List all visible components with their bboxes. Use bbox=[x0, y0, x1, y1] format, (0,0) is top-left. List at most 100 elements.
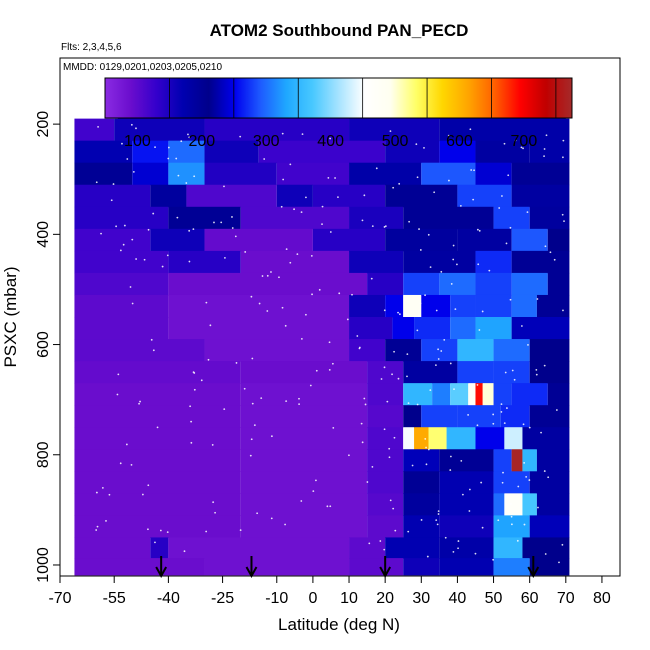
sample-dot bbox=[425, 446, 427, 449]
sample-dot bbox=[501, 481, 504, 484]
sample-dot bbox=[443, 338, 446, 341]
sample-dot bbox=[180, 140, 183, 143]
sample-dot bbox=[207, 358, 210, 361]
sample-dot bbox=[383, 366, 386, 369]
colorbar-tick-label: 700 bbox=[511, 133, 538, 150]
heatmap-cell bbox=[421, 294, 451, 318]
heatmap-cell bbox=[204, 228, 313, 252]
sample-dot bbox=[513, 378, 516, 381]
sample-dot bbox=[433, 191, 436, 194]
heatmap-cell bbox=[522, 427, 570, 450]
sample-dot bbox=[492, 558, 494, 561]
heatmap-cell bbox=[258, 140, 386, 164]
heatmap-cell bbox=[529, 471, 570, 494]
sample-dot bbox=[500, 403, 503, 406]
sample-dot bbox=[371, 225, 374, 228]
y-tick-label: 200 bbox=[35, 111, 52, 138]
heatmap-cell bbox=[74, 250, 169, 274]
sample-dot bbox=[135, 258, 137, 260]
sample-dot bbox=[130, 123, 133, 126]
heatmap-cell bbox=[74, 361, 241, 384]
heatmap-cell bbox=[168, 294, 350, 318]
sample-dot bbox=[298, 397, 300, 400]
sample-dot bbox=[321, 205, 324, 208]
sample-dot bbox=[397, 311, 399, 314]
sample-dot bbox=[327, 176, 330, 179]
sample-dot bbox=[250, 295, 253, 298]
sample-dot bbox=[188, 260, 191, 263]
heatmap-cell bbox=[168, 317, 350, 340]
sample-dot bbox=[177, 174, 180, 177]
sample-dot bbox=[536, 298, 539, 300]
sample-dot bbox=[383, 309, 386, 312]
heatmap-cell bbox=[511, 272, 548, 296]
flight-arrow-head bbox=[245, 566, 258, 579]
sample-dot bbox=[452, 244, 455, 247]
heatmap-cell bbox=[457, 184, 512, 208]
heatmap-cell bbox=[349, 118, 440, 142]
sample-dot bbox=[449, 469, 452, 471]
sample-dot bbox=[503, 422, 506, 425]
sample-dot bbox=[435, 309, 438, 312]
heatmap-cell bbox=[74, 339, 205, 362]
heatmap-cell bbox=[168, 537, 350, 559]
sample-dot bbox=[261, 275, 264, 277]
sample-dot bbox=[289, 163, 292, 166]
flight-arrow-head bbox=[527, 566, 540, 579]
heatmap-cell bbox=[475, 272, 512, 296]
sample-dot bbox=[249, 454, 252, 457]
sample-dot bbox=[457, 547, 459, 550]
heatmap-cell bbox=[450, 294, 476, 318]
heatmap-cell bbox=[439, 272, 476, 296]
sample-dot bbox=[563, 220, 565, 223]
sample-dot bbox=[440, 350, 443, 352]
sample-dot bbox=[543, 470, 546, 472]
sample-dot bbox=[138, 402, 140, 405]
sample-dot bbox=[393, 350, 395, 353]
sample-dot bbox=[348, 454, 350, 457]
sample-dot bbox=[468, 510, 471, 512]
sample-dot bbox=[310, 254, 313, 257]
sample-dot bbox=[522, 147, 524, 150]
heatmap-cell bbox=[349, 294, 386, 318]
sample-dot bbox=[358, 346, 361, 349]
heatmap-cell bbox=[240, 206, 350, 230]
heatmap-cell bbox=[450, 383, 469, 406]
sample-dot bbox=[110, 199, 113, 202]
sample-dot bbox=[223, 185, 225, 188]
heatmap-cell bbox=[511, 250, 570, 274]
heatmap-cell bbox=[536, 493, 570, 516]
sample-dot bbox=[234, 235, 237, 238]
heatmap-cell bbox=[74, 558, 205, 576]
sample-dot bbox=[116, 393, 119, 396]
sample-dot bbox=[112, 183, 115, 185]
sample-dot bbox=[161, 265, 164, 268]
plot-frame bbox=[59, 57, 621, 577]
sample-dot bbox=[190, 441, 193, 444]
sample-dot bbox=[244, 251, 247, 253]
sample-dot bbox=[470, 169, 473, 171]
heatmap-cell bbox=[367, 383, 404, 406]
sample-dot bbox=[437, 348, 440, 351]
sample-dot bbox=[520, 146, 523, 149]
heatmap-cell bbox=[493, 537, 523, 559]
sample-dot bbox=[477, 263, 480, 266]
heatmap-cell bbox=[74, 515, 241, 538]
sample-dot bbox=[298, 403, 300, 406]
sample-dot bbox=[296, 253, 299, 256]
heatmap-cell bbox=[403, 493, 440, 516]
sample-dot bbox=[388, 447, 391, 450]
sample-dot bbox=[520, 325, 523, 327]
sample-dot bbox=[266, 274, 269, 277]
sample-dot bbox=[147, 528, 149, 531]
sample-dot bbox=[454, 308, 457, 311]
sample-dot bbox=[523, 461, 526, 464]
sample-dot bbox=[407, 530, 410, 533]
sample-dot bbox=[562, 156, 564, 159]
sample-dot bbox=[117, 373, 120, 376]
sample-dot bbox=[474, 552, 477, 555]
sample-dot bbox=[437, 510, 440, 513]
heatmap-cell bbox=[428, 427, 447, 450]
sample-dot bbox=[121, 142, 123, 145]
